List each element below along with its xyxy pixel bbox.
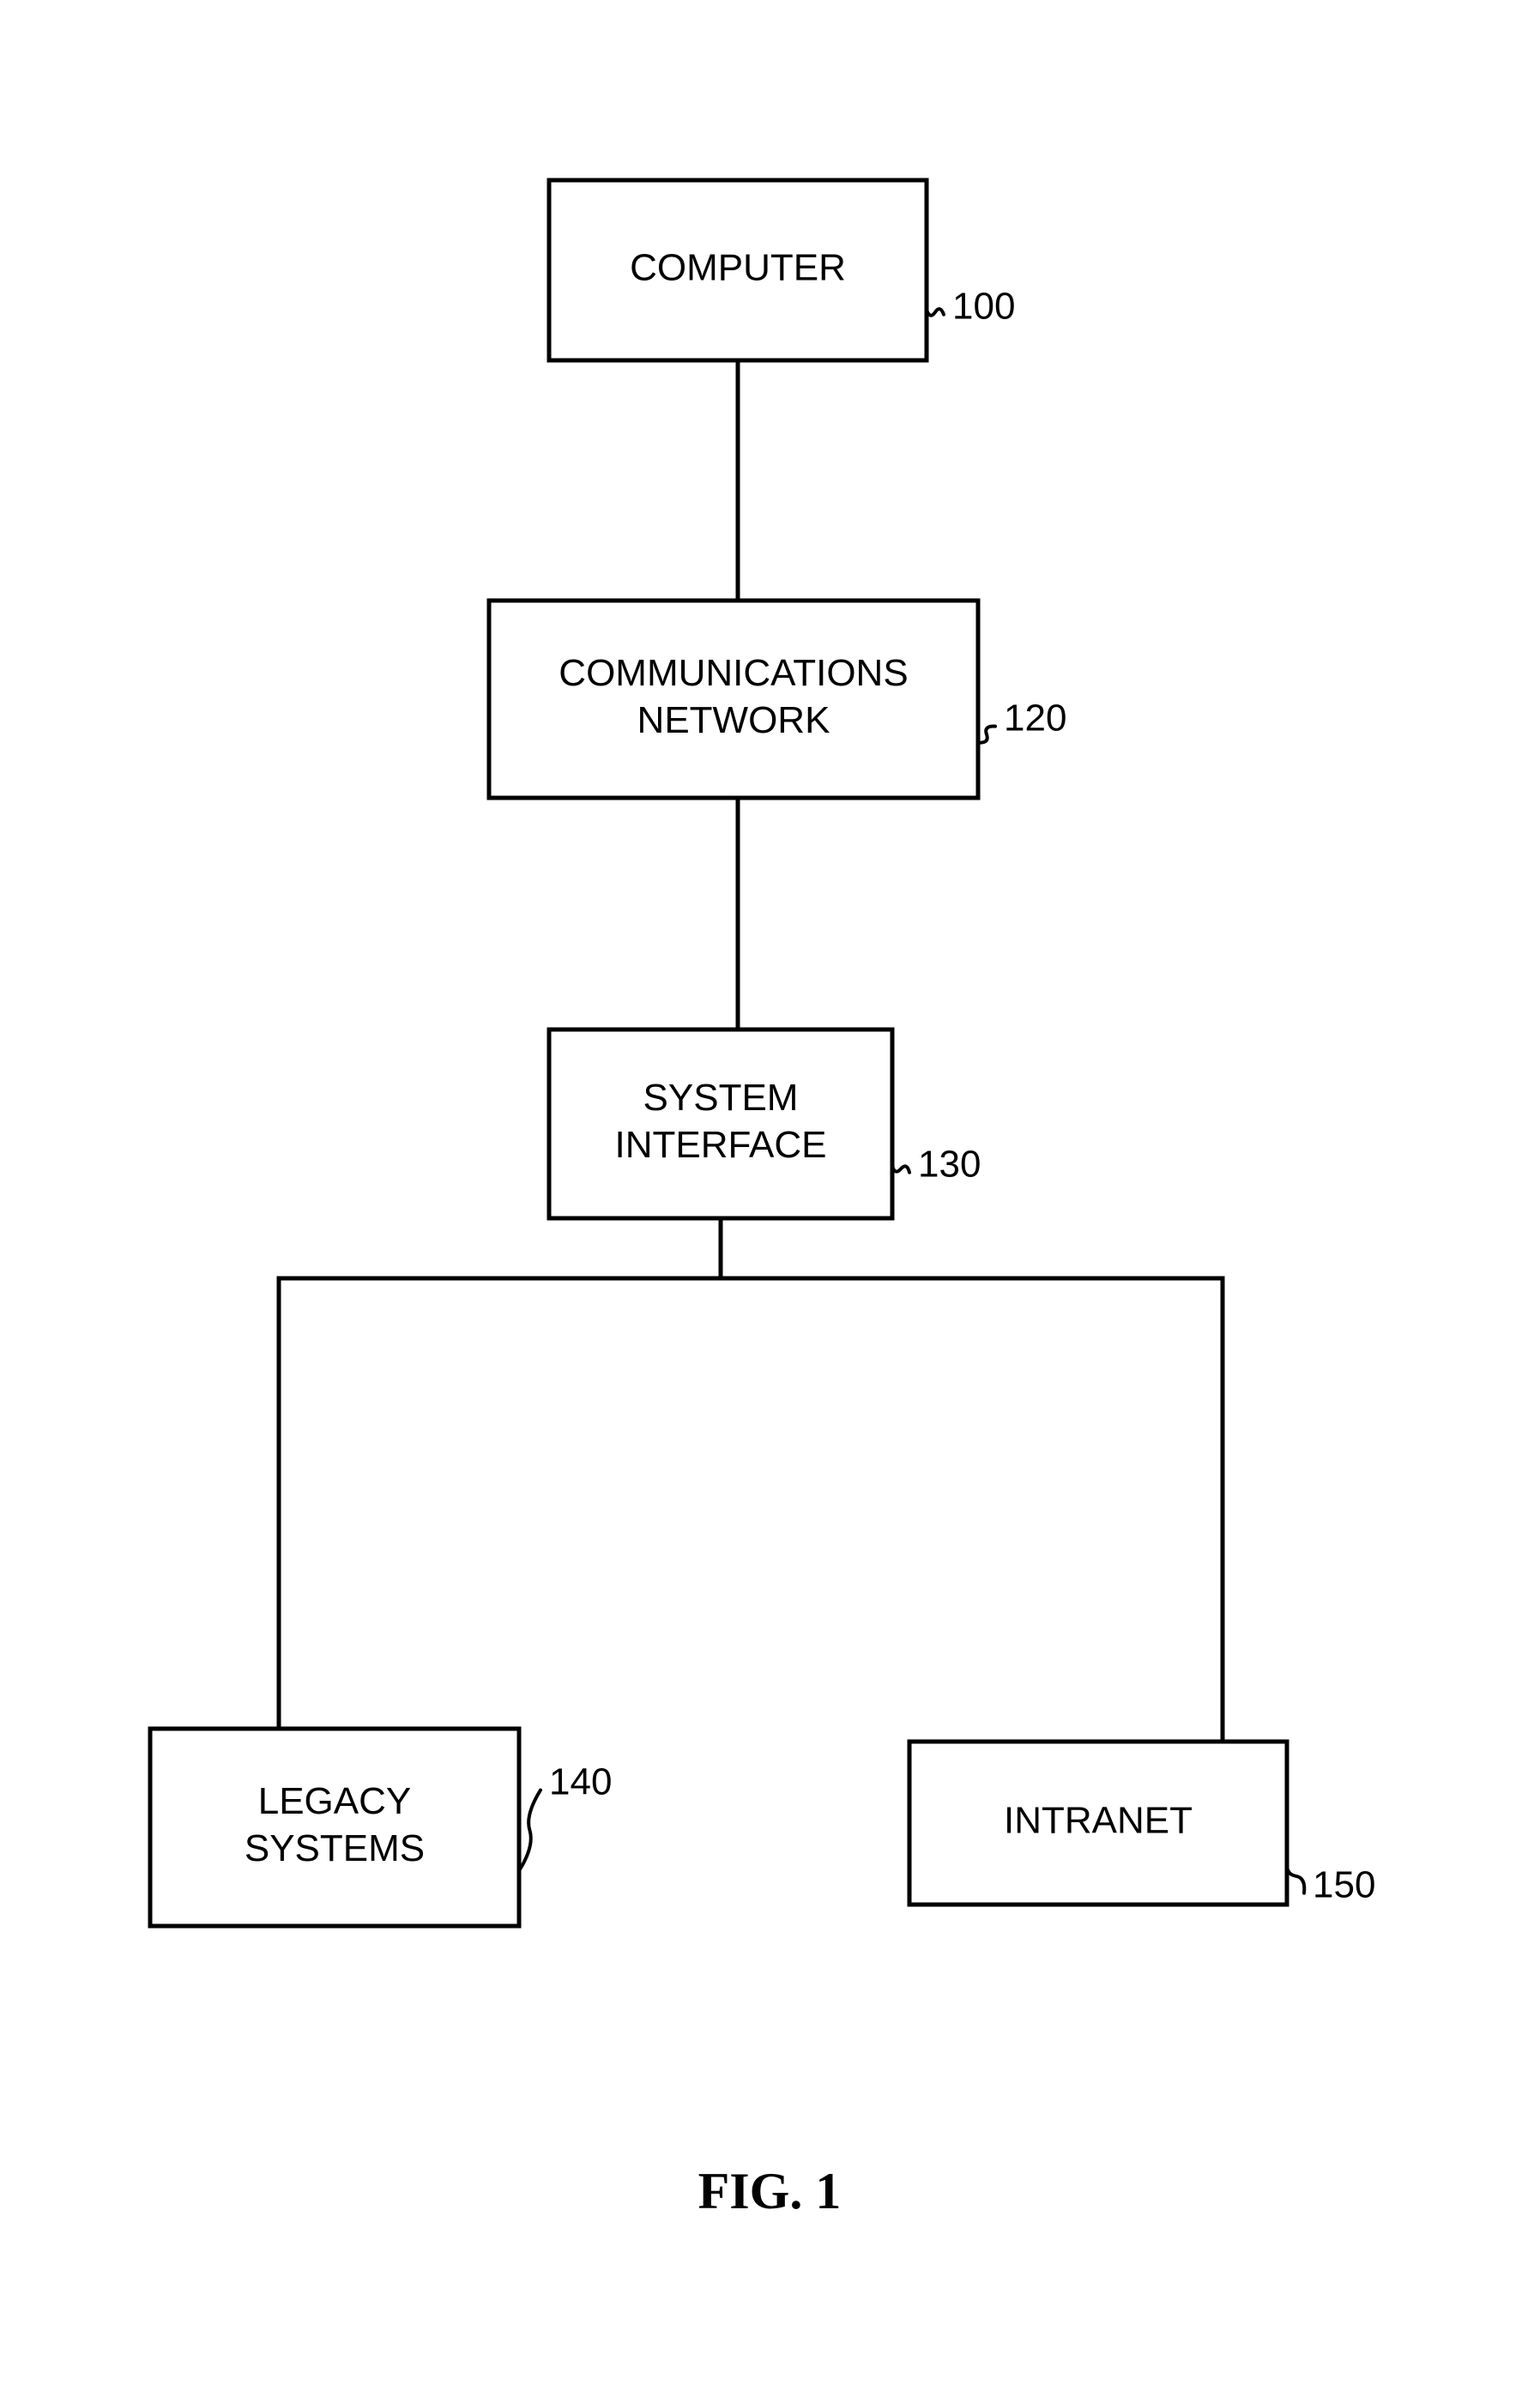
figure-label: FIG. 1 — [698, 2163, 842, 2219]
node-label: COMPUTER — [630, 247, 846, 289]
node-label: LEGACY — [258, 1780, 412, 1822]
ref-label: 130 — [918, 1144, 981, 1186]
node-label: NETWORK — [637, 699, 830, 741]
node-label: SYSTEM — [643, 1077, 799, 1119]
node-comms: COMMUNICATIONS NETWORK 120 — [489, 601, 1066, 798]
node-label: INTERFACE — [615, 1124, 827, 1166]
ref-label: 150 — [1313, 1864, 1375, 1906]
node-label: SYSTEMS — [245, 1827, 425, 1869]
node-label: COMMUNICATIONS — [559, 652, 908, 694]
ref-label: 120 — [1004, 697, 1066, 740]
ref-label: 140 — [549, 1761, 612, 1803]
flowchart-diagram: COMPUTER 100 COMMUNICATIONS NETWORK 120 SYSTE… — [0, 0, 1540, 2391]
node-label: INTRANET — [1004, 1800, 1193, 1842]
ref-label: 100 — [952, 286, 1015, 328]
